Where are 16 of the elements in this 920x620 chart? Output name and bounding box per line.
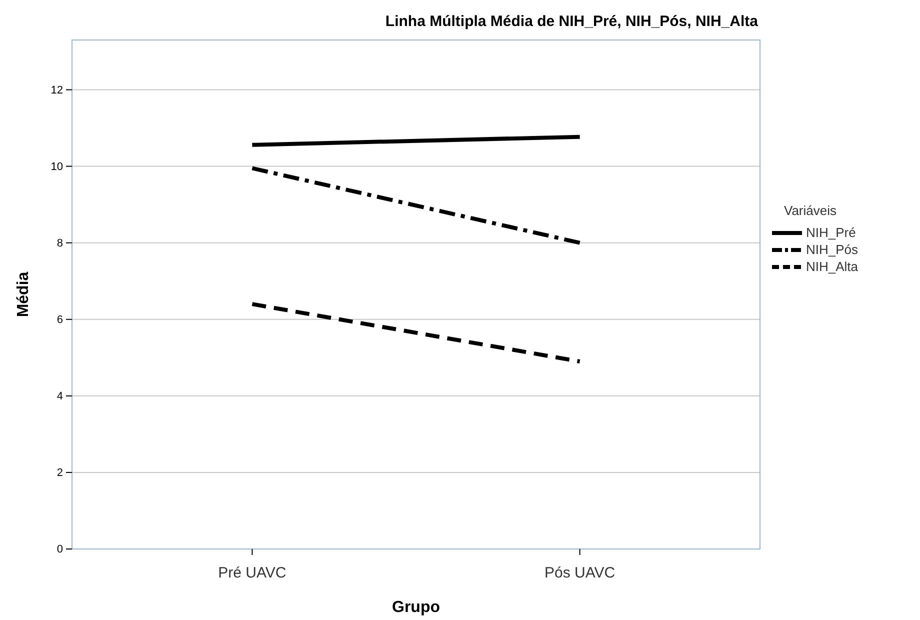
y-axis-title: Média — [15, 272, 32, 318]
y-tick-label: 2 — [56, 466, 63, 479]
legend-label: NIH_Alta — [806, 259, 859, 274]
legend-label: NIH_Pré — [806, 225, 856, 240]
y-tick-label: 8 — [56, 237, 63, 250]
y-tick-label: 0 — [56, 544, 63, 556]
y-tick-label: 6 — [56, 314, 63, 326]
y-tick-label: 12 — [50, 84, 63, 96]
chart-title: Linha Múltipla Média de NIH_Pré, NIH_Pós, NIH_Alta — [385, 13, 759, 30]
y-tick-label: 4 — [56, 390, 63, 402]
y-tick-label: 10 — [50, 160, 63, 173]
x-tick-label: Pós UAVC — [544, 564, 616, 582]
legend-label: NIH_Pós — [806, 242, 859, 257]
x-tick-label: Pré UAVC — [218, 564, 286, 582]
x-axis-title: Grupo — [392, 599, 440, 616]
legend-title: Variáveis — [784, 203, 837, 218]
